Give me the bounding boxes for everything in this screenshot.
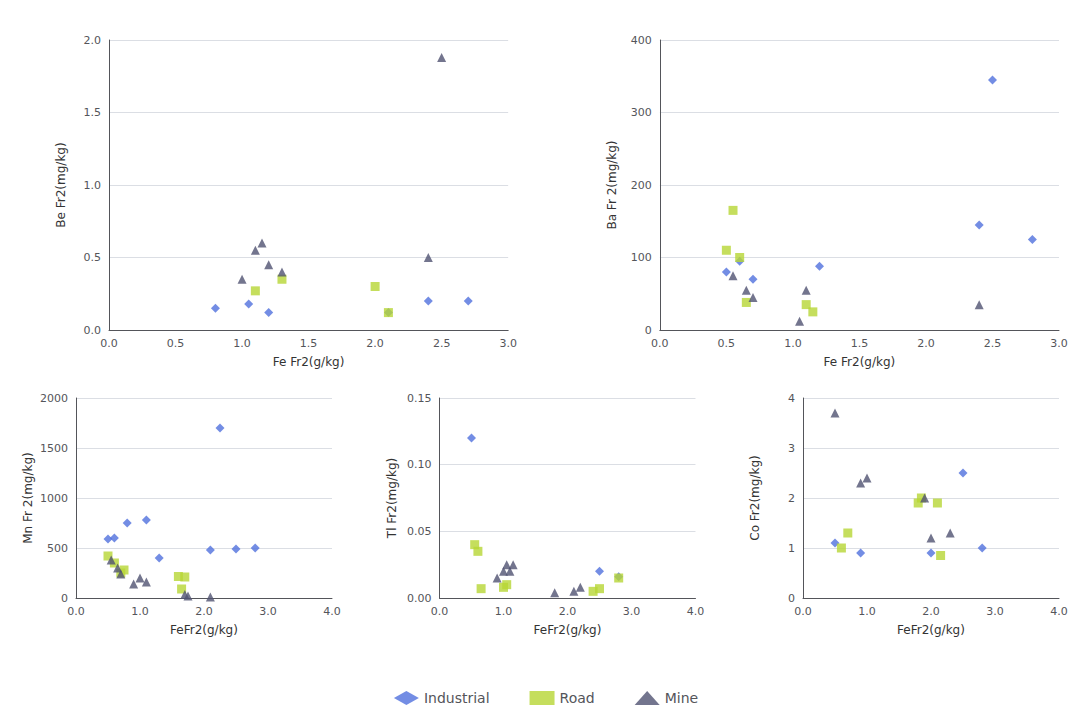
svg-text:0.5: 0.5 [84,251,102,264]
svg-text:0.5: 0.5 [718,337,736,350]
svg-text:0.0: 0.0 [100,337,118,350]
svg-text:FeFr2(g/kg): FeFr2(g/kg) [897,623,965,637]
svg-text:0: 0 [645,324,652,337]
svg-text:2.0: 2.0 [84,34,102,47]
svg-text:4.0: 4.0 [687,605,705,618]
svg-text:0.05: 0.05 [407,525,432,538]
svg-text:500: 500 [47,542,68,555]
svg-text:1.0: 1.0 [858,605,876,618]
svg-text:Mn Fr 2(mg/kg): Mn Fr 2(mg/kg) [21,452,35,543]
svg-text:3.0: 3.0 [1050,337,1068,350]
svg-text:1500: 1500 [40,442,68,455]
svg-text:2: 2 [788,492,795,505]
svg-text:1.0: 1.0 [784,337,802,350]
svg-text:4: 4 [788,392,795,405]
svg-text:Road: Road [560,690,595,706]
svg-text:Tl Fr2(mg/kg): Tl Fr2(mg/kg) [385,458,399,539]
svg-text:0.0: 0.0 [651,337,669,350]
svg-text:4.0: 4.0 [323,605,341,618]
svg-text:1.5: 1.5 [300,337,318,350]
svg-text:Ba Fr 2(mg/kg): Ba Fr 2(mg/kg) [605,140,619,229]
svg-text:3.0: 3.0 [986,605,1004,618]
svg-text:Fe Fr2(g/kg): Fe Fr2(g/kg) [824,355,896,369]
svg-text:1.0: 1.0 [233,337,251,350]
svg-text:3.0: 3.0 [259,605,277,618]
svg-text:200: 200 [631,179,652,192]
svg-text:3.0: 3.0 [623,605,641,618]
svg-text:0.0: 0.0 [431,605,449,618]
svg-text:2.5: 2.5 [984,337,1002,350]
svg-text:0.5: 0.5 [167,337,185,350]
svg-text:0: 0 [61,592,68,605]
svg-text:1.0: 1.0 [84,179,102,192]
svg-text:0.00: 0.00 [407,592,432,605]
svg-text:0: 0 [788,592,795,605]
svg-text:2.0: 2.0 [917,337,935,350]
svg-text:2.0: 2.0 [922,605,940,618]
svg-text:3: 3 [788,442,795,455]
svg-text:300: 300 [631,106,652,119]
svg-text:400: 400 [631,34,652,47]
svg-text:2.0: 2.0 [195,605,213,618]
svg-text:FeFr2(g/kg): FeFr2(g/kg) [534,623,602,637]
svg-text:2.0: 2.0 [559,605,577,618]
svg-text:1000: 1000 [40,492,68,505]
svg-text:2.5: 2.5 [433,337,451,350]
svg-text:0.0: 0.0 [84,324,102,337]
svg-text:1.0: 1.0 [131,605,149,618]
svg-text:4.0: 4.0 [1050,605,1068,618]
svg-text:0.0: 0.0 [794,605,812,618]
svg-text:Fe Fr2(g/kg): Fe Fr2(g/kg) [273,355,345,369]
svg-text:100: 100 [631,251,652,264]
svg-text:Industrial: Industrial [424,690,490,706]
svg-text:3.0: 3.0 [499,337,516,350]
svg-text:FeFr2(g/kg): FeFr2(g/kg) [170,623,238,637]
svg-text:0.10: 0.10 [407,458,432,471]
svg-text:0.0: 0.0 [67,605,85,618]
svg-text:1.5: 1.5 [851,337,869,350]
svg-text:1: 1 [788,542,795,555]
svg-text:2.0: 2.0 [366,337,384,350]
svg-text:Co Fr2(mg/kg): Co Fr2(mg/kg) [748,455,762,540]
svg-text:0.15: 0.15 [407,392,432,405]
svg-text:1.0: 1.0 [495,605,512,618]
svg-text:1.5: 1.5 [84,106,102,119]
svg-text:2000: 2000 [40,392,68,405]
svg-text:Mine: Mine [665,690,698,706]
svg-text:Be Fr2(mg/kg): Be Fr2(mg/kg) [54,142,68,227]
